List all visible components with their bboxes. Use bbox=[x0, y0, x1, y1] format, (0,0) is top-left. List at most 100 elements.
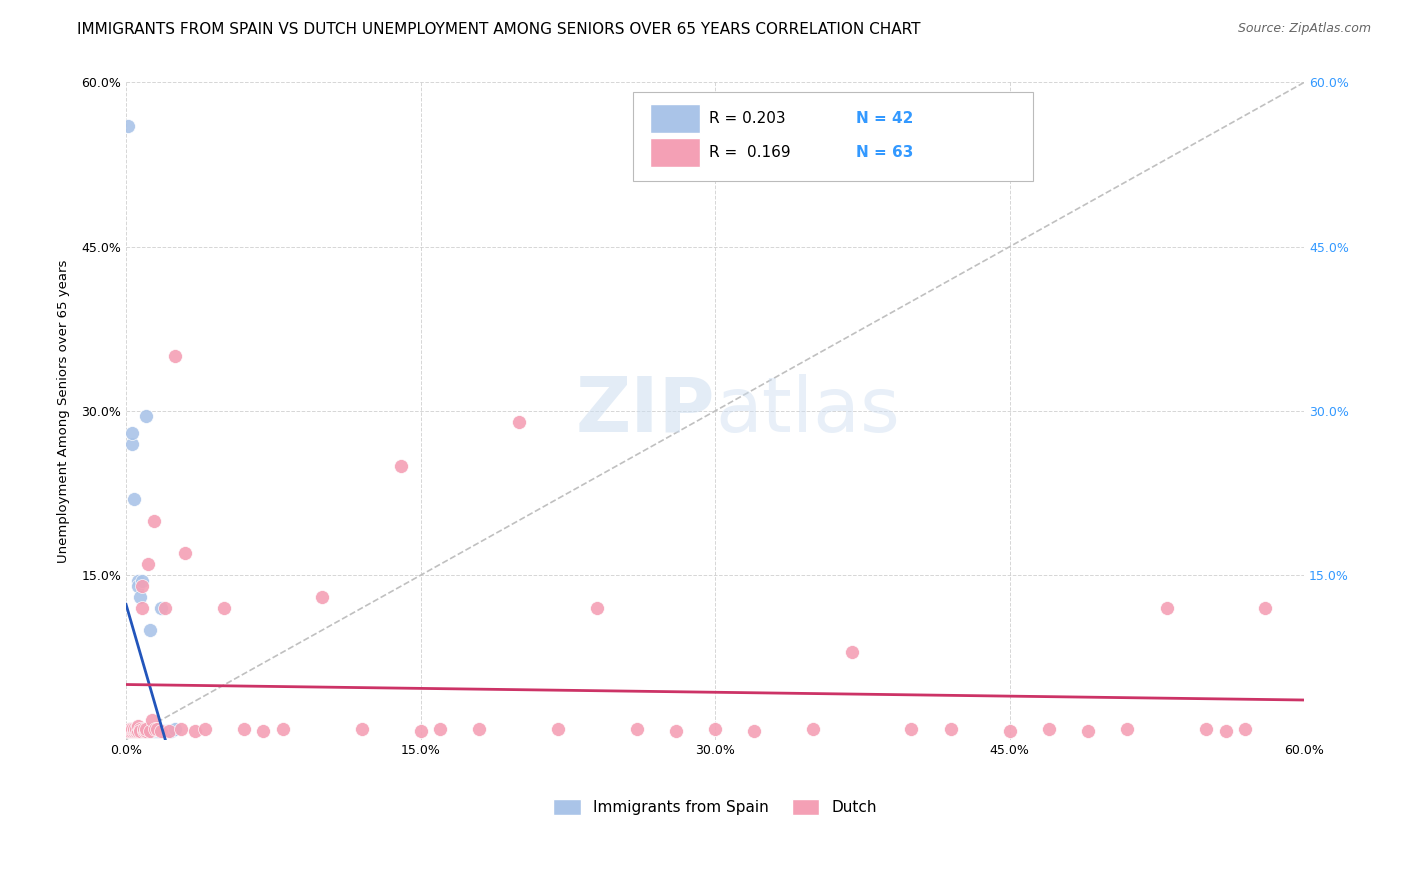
Point bbox=[142, 723, 165, 738]
Point bbox=[142, 514, 165, 528]
Point bbox=[128, 590, 150, 604]
Point bbox=[389, 458, 412, 473]
Point bbox=[311, 590, 333, 604]
Point bbox=[127, 723, 149, 738]
Point bbox=[409, 723, 432, 738]
Point bbox=[127, 723, 149, 738]
Point bbox=[1156, 601, 1178, 615]
Point bbox=[145, 723, 167, 738]
Point bbox=[1038, 722, 1060, 736]
Point bbox=[704, 722, 727, 736]
Point bbox=[125, 722, 148, 736]
Point bbox=[1234, 722, 1257, 736]
Point bbox=[350, 722, 373, 736]
Point bbox=[665, 723, 688, 738]
Point bbox=[146, 722, 169, 736]
Point bbox=[174, 546, 197, 560]
Text: IMMIGRANTS FROM SPAIN VS DUTCH UNEMPLOYMENT AMONG SENIORS OVER 65 YEARS CORRELAT: IMMIGRANTS FROM SPAIN VS DUTCH UNEMPLOYM… bbox=[77, 22, 921, 37]
Point bbox=[121, 425, 143, 440]
Point bbox=[900, 722, 922, 736]
Point bbox=[135, 723, 157, 738]
Point bbox=[125, 723, 148, 738]
Point bbox=[136, 722, 159, 736]
Point bbox=[138, 723, 160, 738]
Point bbox=[121, 723, 143, 738]
Point bbox=[136, 558, 159, 572]
Point bbox=[744, 723, 766, 738]
Point bbox=[1195, 722, 1218, 736]
Point bbox=[212, 601, 235, 615]
Point bbox=[131, 723, 153, 738]
Text: Source: ZipAtlas.com: Source: ZipAtlas.com bbox=[1237, 22, 1371, 36]
Point bbox=[252, 723, 274, 738]
Point bbox=[157, 723, 180, 738]
Point bbox=[132, 723, 155, 738]
Point bbox=[141, 713, 163, 727]
Point bbox=[138, 723, 160, 738]
Point bbox=[127, 719, 149, 733]
Point bbox=[132, 722, 155, 736]
Point bbox=[128, 722, 150, 736]
Point bbox=[122, 722, 145, 736]
Point bbox=[547, 722, 569, 736]
Point bbox=[170, 722, 193, 736]
Point bbox=[122, 491, 145, 506]
Point bbox=[125, 723, 148, 738]
Point bbox=[125, 722, 148, 736]
Legend: Immigrants from Spain, Dutch: Immigrants from Spain, Dutch bbox=[547, 793, 883, 822]
Point bbox=[136, 723, 159, 738]
Point bbox=[145, 722, 167, 736]
Point bbox=[160, 723, 183, 738]
Text: ZIP: ZIP bbox=[575, 374, 716, 448]
Point bbox=[132, 722, 155, 736]
Point bbox=[165, 349, 187, 363]
Y-axis label: Unemployment Among Seniors over 65 years: Unemployment Among Seniors over 65 years bbox=[58, 260, 70, 563]
Point bbox=[127, 579, 149, 593]
Point bbox=[128, 722, 150, 736]
Point bbox=[508, 415, 530, 429]
Point bbox=[150, 601, 173, 615]
Text: atlas: atlas bbox=[716, 374, 900, 448]
Point bbox=[1077, 723, 1099, 738]
Point bbox=[1254, 601, 1277, 615]
Point bbox=[135, 722, 157, 736]
Point bbox=[131, 579, 153, 593]
Point bbox=[193, 722, 215, 736]
Point bbox=[128, 723, 150, 738]
Point bbox=[468, 722, 491, 736]
Point bbox=[117, 120, 139, 134]
Point bbox=[157, 723, 180, 738]
Point bbox=[132, 723, 155, 738]
Point bbox=[125, 723, 148, 738]
Point bbox=[138, 623, 160, 637]
Point bbox=[118, 723, 141, 738]
Text: N = 42: N = 42 bbox=[856, 112, 914, 126]
Point bbox=[131, 574, 153, 588]
Point bbox=[122, 723, 145, 738]
Point bbox=[118, 722, 141, 736]
Point bbox=[121, 722, 143, 736]
Point bbox=[165, 722, 187, 736]
Point bbox=[801, 722, 824, 736]
Point bbox=[128, 723, 150, 738]
Point bbox=[135, 722, 157, 736]
FancyBboxPatch shape bbox=[633, 92, 1033, 181]
Point bbox=[125, 722, 148, 736]
Point bbox=[184, 723, 207, 738]
Point bbox=[1215, 723, 1237, 738]
Point bbox=[271, 722, 294, 736]
Point bbox=[146, 723, 169, 738]
Point bbox=[131, 722, 153, 736]
Point bbox=[841, 645, 863, 659]
Point bbox=[141, 722, 163, 736]
Point bbox=[135, 409, 157, 424]
Point bbox=[148, 723, 170, 738]
Text: N = 63: N = 63 bbox=[856, 145, 914, 161]
Point bbox=[152, 723, 174, 738]
Point bbox=[118, 722, 141, 736]
FancyBboxPatch shape bbox=[650, 104, 700, 133]
Point bbox=[150, 723, 173, 738]
Point bbox=[156, 723, 179, 738]
Point bbox=[232, 722, 254, 736]
Point bbox=[117, 723, 139, 738]
